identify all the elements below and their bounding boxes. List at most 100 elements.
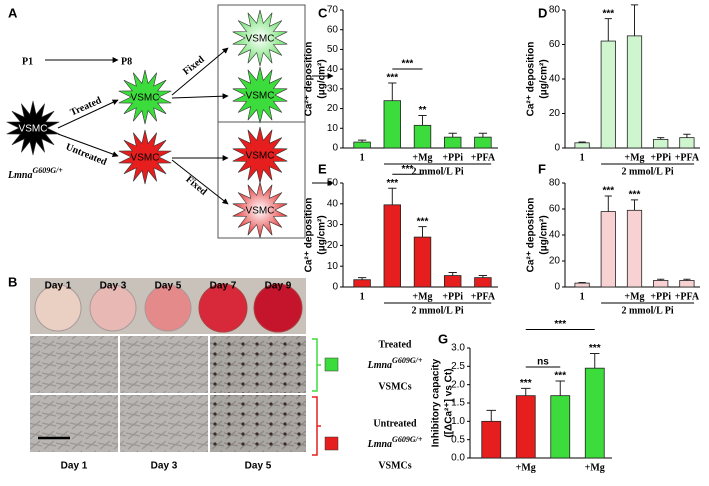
x-tick-label: +PPi — [442, 152, 463, 163]
y-tick-label: 40 — [327, 64, 339, 75]
error-bar — [590, 353, 600, 369]
x-tick-label: 1 — [360, 152, 365, 163]
y-axis-label: (μg/cm²) — [539, 59, 550, 98]
significance: ** — [419, 105, 427, 116]
genotype: G609G/+ — [392, 356, 423, 365]
bar — [600, 211, 616, 288]
significance: *** — [629, 0, 641, 5]
y-tick-label: 0.5 — [451, 434, 465, 445]
legend-swatch — [324, 436, 339, 451]
gene: Lmna — [367, 360, 392, 371]
bar — [353, 279, 371, 288]
significance: *** — [386, 73, 398, 84]
y-tick-label: 10 — [327, 261, 339, 272]
legend-text: LmnaG609G/+ — [367, 435, 423, 450]
genotype: G609G/+ — [392, 435, 423, 444]
y-axis-label: Ca²⁺ deposition — [304, 198, 315, 273]
bar — [413, 124, 432, 149]
y-tick-label: 50 — [327, 178, 339, 189]
x-tick-label: +Mg — [585, 462, 605, 473]
cell-star — [232, 9, 288, 67]
cell-label: VSMC — [19, 124, 48, 135]
panel-b: B — [8, 274, 321, 456]
y-axis-label: Inhibitory capacity — [431, 358, 442, 447]
panel-label: F — [538, 161, 546, 176]
y-tick-label: 1.5 — [451, 398, 465, 409]
y-axis-label: Ca²⁺ deposition — [526, 198, 537, 273]
well — [253, 283, 303, 333]
well — [34, 284, 82, 332]
day-label: Day 3 — [151, 461, 178, 472]
x-tick-label: +PPi — [650, 152, 671, 163]
error-bar — [486, 409, 496, 422]
bar — [474, 136, 492, 149]
bar — [383, 204, 402, 288]
bar — [626, 209, 643, 288]
bracket-label: ns — [537, 357, 549, 368]
fixed-label: Fixed — [181, 54, 207, 78]
micrograph — [30, 395, 118, 452]
error-bar — [357, 139, 367, 143]
group-label: 2 mmol/L Pi — [621, 166, 673, 177]
micrograph — [120, 395, 208, 452]
day-label: Day 3 — [100, 281, 127, 292]
y-tick-label: 20 — [327, 103, 339, 114]
passage-label: P1 — [22, 56, 33, 67]
error-bar — [388, 187, 397, 205]
y-tick-label: 80 — [549, 178, 561, 189]
micrograph — [120, 336, 208, 393]
panel-label: E — [318, 161, 327, 176]
bar — [574, 142, 590, 149]
y-tick-label: 20 — [327, 240, 339, 251]
significance: *** — [554, 371, 566, 382]
error-bar — [604, 18, 612, 42]
panel-label: G — [438, 331, 448, 346]
panel-label: D — [538, 5, 547, 20]
y-tick-label: 0 — [554, 282, 560, 293]
y-tick-label: 30 — [327, 83, 339, 94]
well — [89, 284, 137, 332]
legend-text: Treated — [379, 339, 412, 350]
error-bar — [578, 141, 586, 143]
x-tick-label: +Mg — [624, 152, 644, 163]
bracket-label: *** — [402, 164, 414, 175]
significance: *** — [629, 190, 641, 201]
error-bar — [555, 380, 565, 396]
bar — [383, 100, 402, 149]
bar — [550, 395, 571, 459]
y-tick-label: 3.0 — [451, 343, 465, 354]
error-bar — [478, 132, 488, 138]
well — [198, 283, 248, 333]
micrograph — [210, 395, 306, 452]
error-bar — [657, 137, 665, 140]
error-bar — [448, 271, 457, 276]
significance: *** — [386, 178, 398, 189]
bar — [413, 236, 432, 288]
bar — [679, 280, 695, 288]
cell-star — [6, 100, 60, 156]
error-bar — [357, 277, 367, 280]
y-tick-label: 60 — [549, 39, 561, 50]
arrow — [171, 159, 229, 205]
error-bar — [657, 278, 665, 281]
error-bar — [630, 4, 639, 36]
y-tick-label: 60 — [327, 24, 339, 35]
error-bar — [388, 82, 397, 101]
y-tick-label: 80 — [549, 5, 561, 16]
day-label: Day 1 — [61, 461, 88, 472]
legend-text: VSMCs — [378, 381, 411, 392]
y-tick-label: 40 — [327, 198, 339, 209]
cell-label: VSMC — [131, 153, 160, 164]
error-bar — [604, 195, 612, 212]
error-bar — [521, 387, 531, 396]
y-tick-label: 20 — [549, 256, 561, 267]
legend-text: Untreated — [373, 418, 417, 429]
y-tick-label: 10 — [327, 123, 339, 134]
gene: Lmna — [367, 439, 392, 450]
y-axis-label: (μg/cm²) — [539, 215, 550, 254]
bar — [626, 35, 643, 149]
micrograph — [30, 336, 118, 393]
y-axis-label: Ca²⁺ deposition — [526, 42, 537, 117]
